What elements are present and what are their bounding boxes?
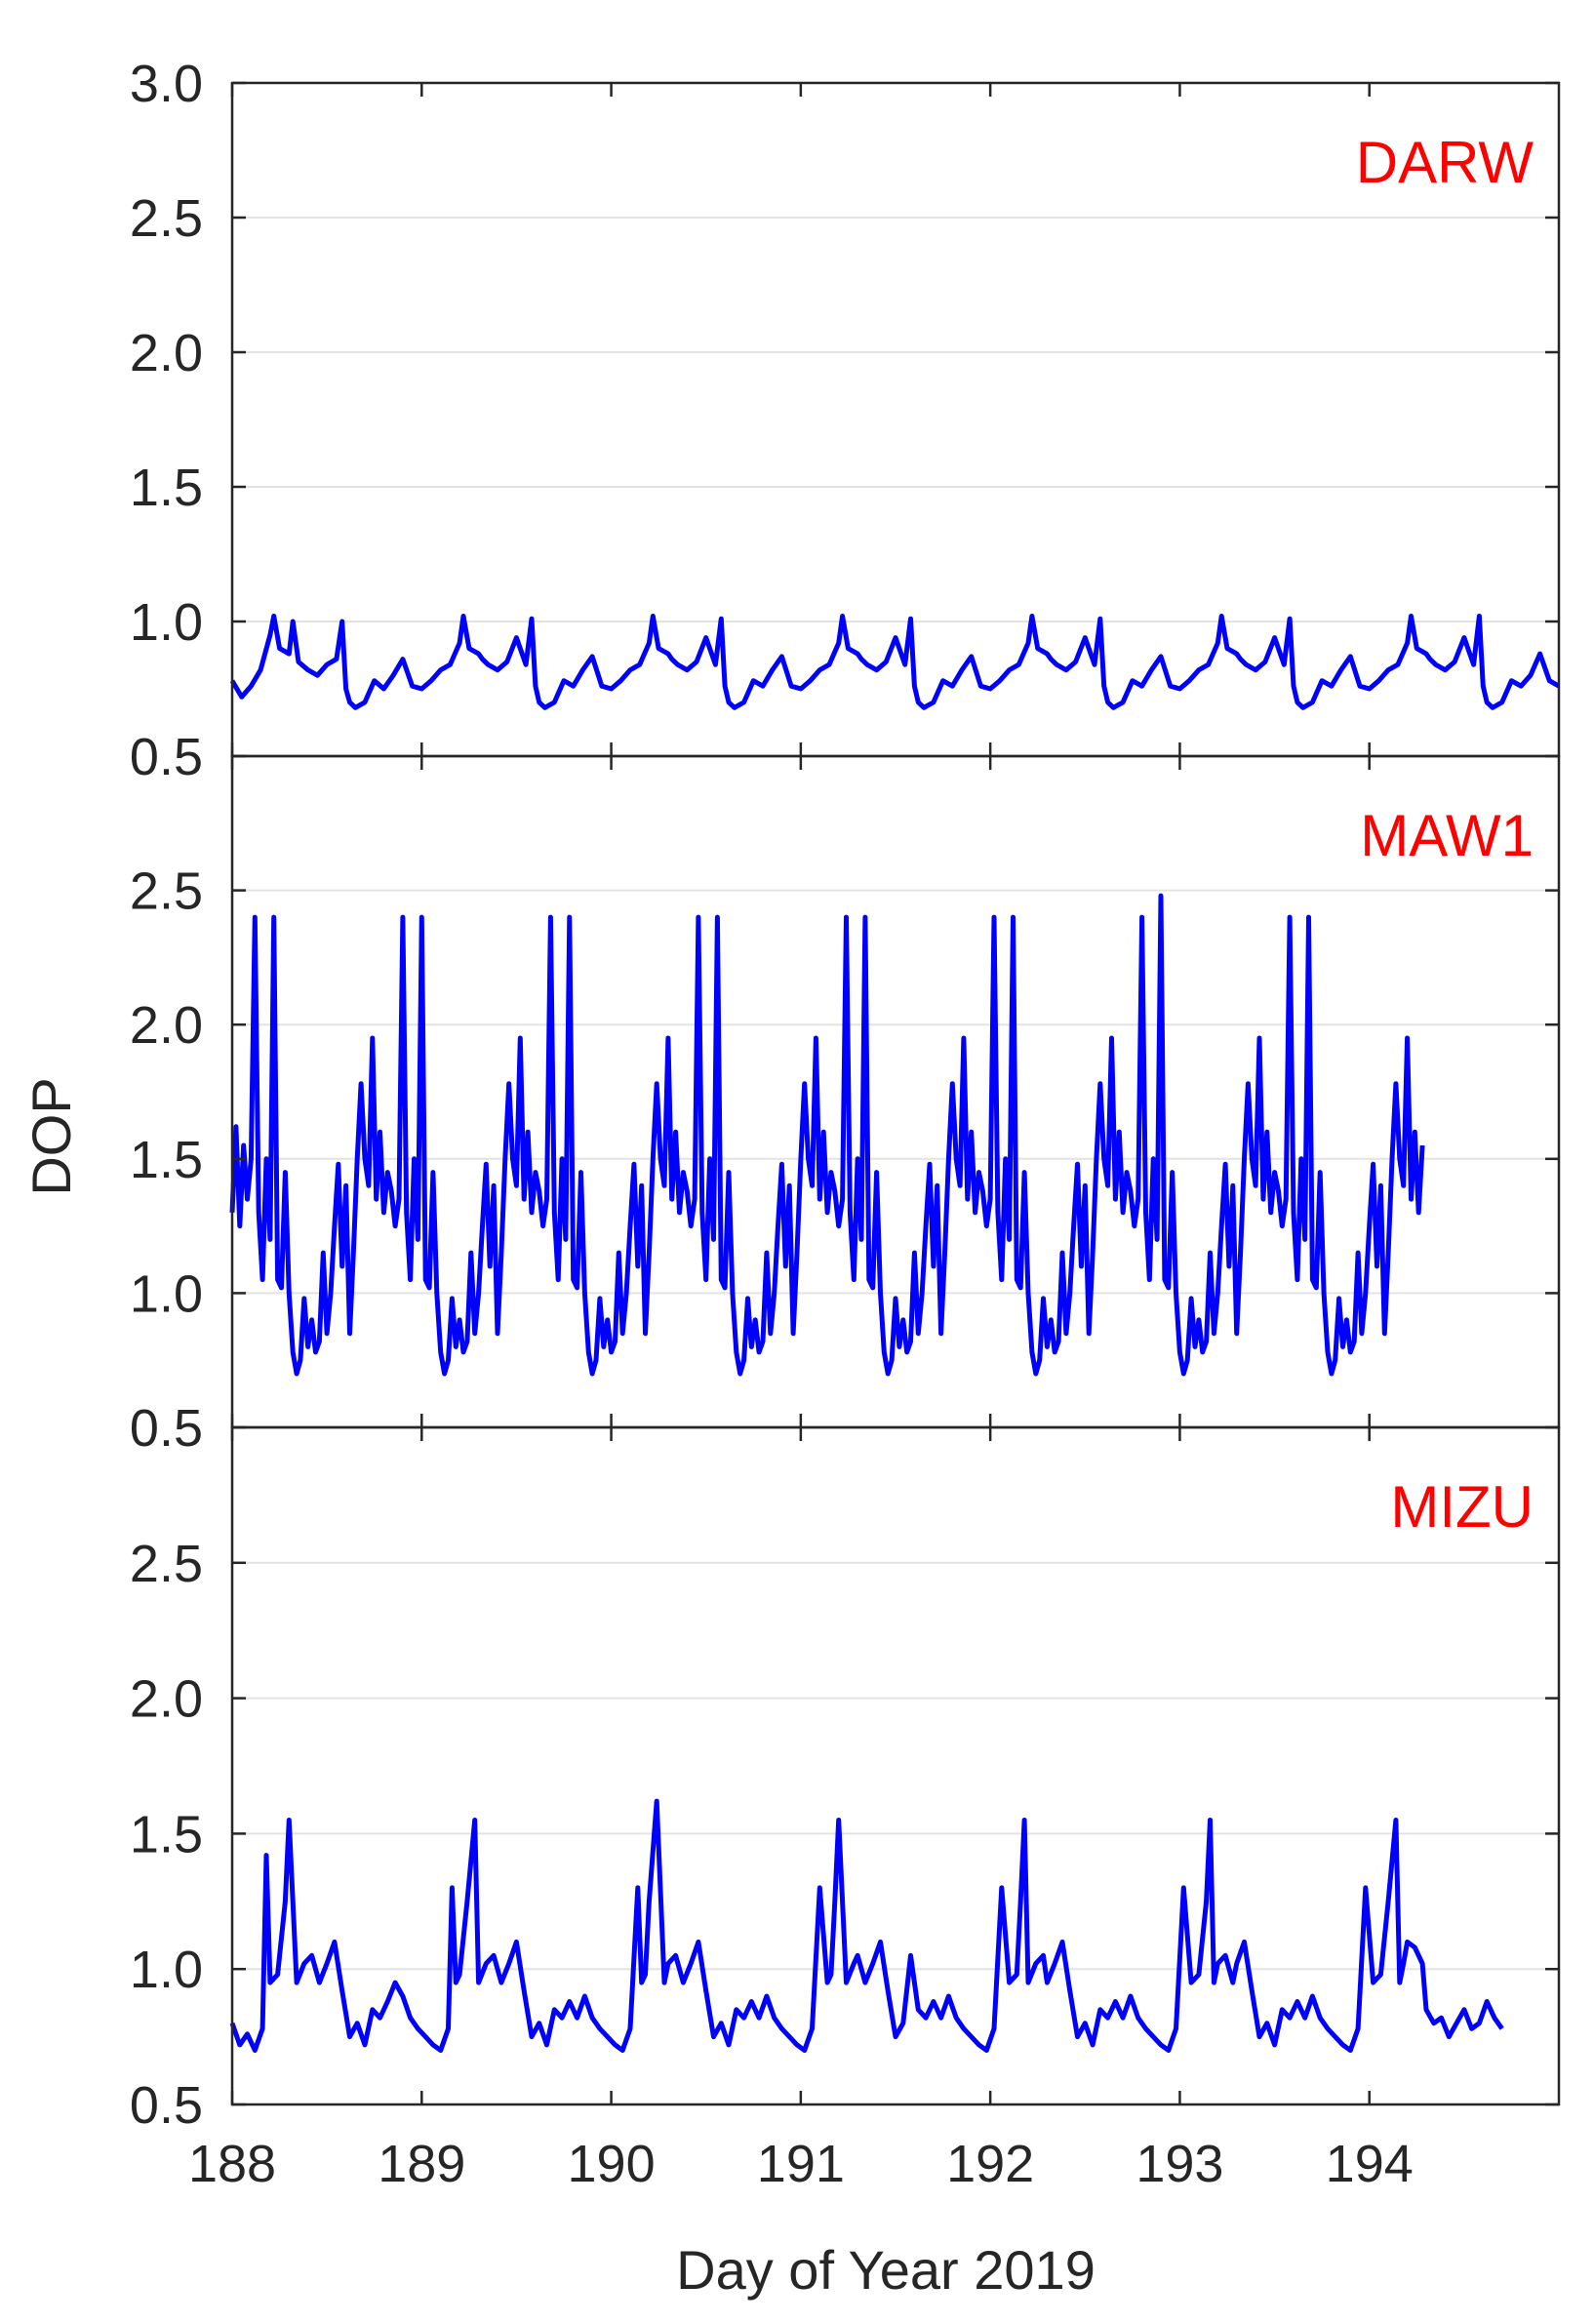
panel-maw1: 0.5 1.0 1.5 2.0 2.5 MAW1 [130, 754, 1561, 1458]
series-line-mizu [229, 1798, 1504, 2053]
panel-mizu: 0.5 1.0 1.5 2.0 2.5 MIZU [130, 1425, 1561, 2135]
station-label-maw1: MAW1 [1360, 803, 1534, 868]
x-tick-label: 193 [1136, 2135, 1223, 2193]
x-tick-labels: 188 189 190 191 192 193 194 [188, 2135, 1414, 2193]
y-tick-label: 2.5 [130, 862, 203, 921]
x-tick-label: 189 [378, 2135, 465, 2193]
y-axis-label: DOP [20, 1077, 82, 1195]
x-tick-label: 191 [757, 2135, 845, 2193]
y-tick-label: 2.5 [130, 189, 203, 248]
y-tick-label: 1.5 [130, 1805, 203, 1863]
station-label-mizu: MIZU [1390, 1474, 1534, 1540]
x-axis-label: Day of Year 2019 [676, 2239, 1096, 2301]
y-tick-label: 2.0 [130, 996, 203, 1055]
y-tick-label: 0.5 [130, 728, 203, 786]
x-tick-label: 194 [1326, 2135, 1414, 2193]
station-label-darw: DARW [1356, 130, 1534, 195]
y-tick-label: 1.5 [130, 1131, 203, 1189]
x-tick-label: 188 [188, 2135, 276, 2193]
y-tick-label: 1.0 [130, 1941, 203, 1999]
y-tick-label: 0.5 [130, 1399, 203, 1458]
y-tick-label: 2.0 [130, 1670, 203, 1729]
axes-frame [230, 1425, 1561, 2106]
y-tick-label: 1.0 [130, 593, 203, 652]
panel-darw: 0.5 1.0 1.5 2.0 2.5 3.0 DARW [130, 55, 1561, 786]
y-tick-label: 1.5 [130, 459, 203, 517]
y-tick-label: 1.0 [130, 1264, 203, 1323]
x-tick-label: 192 [946, 2135, 1034, 2193]
x-tick-label: 190 [568, 2135, 656, 2193]
series-line-maw1 [229, 893, 1425, 1377]
y-tick-label: 2.5 [130, 1535, 203, 1593]
y-tick-label: 3.0 [130, 55, 203, 113]
y-tick-label: 2.0 [130, 324, 203, 382]
series-line-darw [229, 614, 1561, 710]
y-tick-label: 0.5 [130, 2076, 203, 2135]
